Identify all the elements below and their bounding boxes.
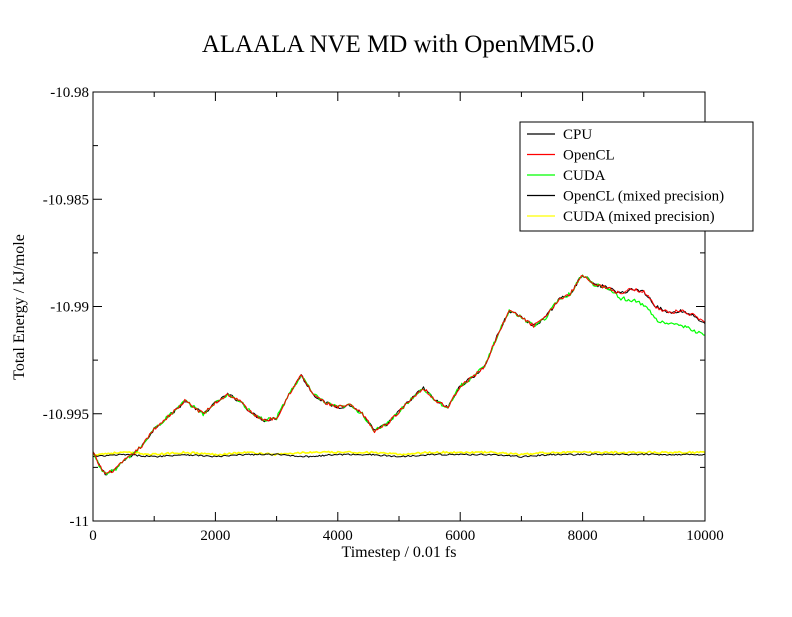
x-tick-label: 4000 — [323, 528, 353, 544]
y-tick-label: -10.985 — [43, 192, 89, 208]
chart-title: ALAALA NVE MD with OpenMM5.0 — [202, 31, 594, 58]
x-tick-label: 10000 — [686, 528, 724, 544]
series-layer — [92, 274, 706, 476]
y-tick-label: -10.98 — [50, 85, 89, 101]
x-axis: 0 2000 4000 6000 8000 10000 — [89, 92, 724, 544]
series-line-1 — [92, 274, 706, 475]
y-tick-label: -11 — [70, 514, 89, 530]
y-axis-label: Total Energy / kJ/mole — [11, 234, 28, 380]
y-axis: -10.98 -10.985 -10.99 -10.995 -11 — [43, 85, 705, 530]
legend-box — [519, 121, 754, 232]
y-tick-label: -10.995 — [43, 407, 89, 423]
legend-label: OpenCL — [563, 148, 615, 164]
x-tick-label: 6000 — [445, 528, 475, 544]
y-tick-label: -10.99 — [50, 300, 89, 316]
legend-label: CPU — [563, 127, 592, 143]
legend-label: CUDA — [563, 168, 606, 184]
x-tick-label: 0 — [89, 528, 97, 544]
legend-label: CUDA (mixed precision) — [563, 209, 715, 225]
x-tick-label: 8000 — [568, 528, 598, 544]
legend: CPU OpenCL CUDA OpenCL (mixed precision) CUD… — [519, 121, 754, 232]
x-axis-label: Timestep / 0.01 fs — [342, 544, 457, 561]
legend-label: OpenCL (mixed precision) — [563, 189, 724, 205]
x-tick-label: 2000 — [200, 528, 230, 544]
series-line-3 — [92, 453, 706, 458]
series-line-4 — [92, 450, 706, 457]
